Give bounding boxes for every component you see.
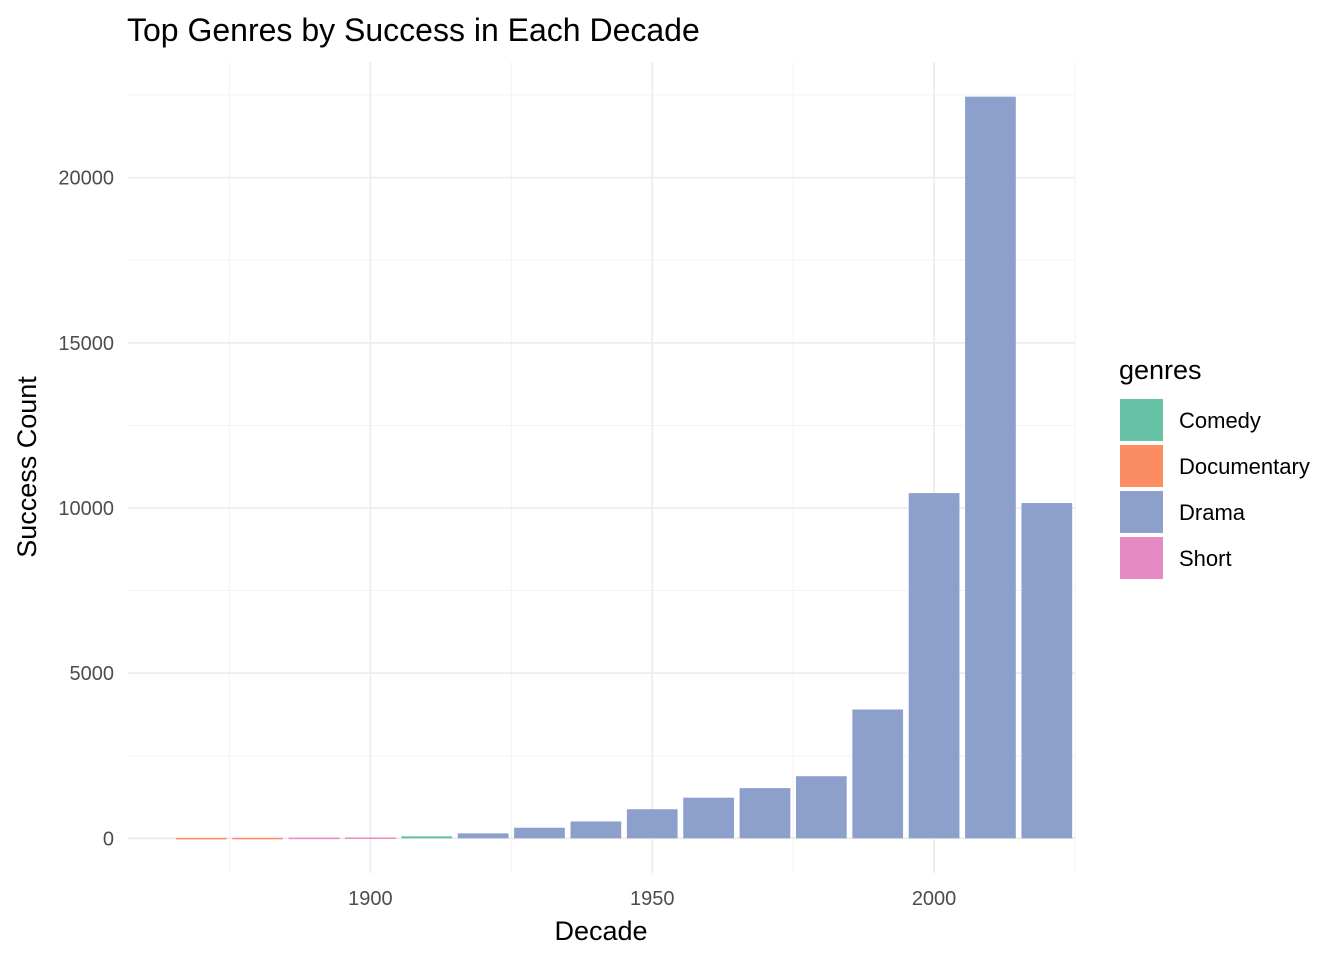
y-tick-label: 15000: [58, 333, 114, 355]
bar-1890-short: [288, 837, 340, 840]
bar-1940-drama: [570, 821, 622, 839]
y-axis-ticks: 0 5000 10000 15000 20000: [58, 168, 114, 851]
bar-2020-drama: [1021, 503, 1073, 839]
bar-1990-drama: [852, 709, 904, 839]
chart-title: Top Genres by Success in Each Decade: [127, 12, 700, 48]
gridlines: [128, 62, 1076, 873]
y-tick-label: 5000: [70, 663, 115, 685]
bar-1900-short: [345, 837, 396, 839]
y-tick-label: 0: [103, 828, 114, 850]
y-tick-label: 20000: [58, 168, 114, 190]
bar-1980-drama: [795, 776, 847, 839]
bar-1950-drama: [626, 809, 678, 839]
bar-2010-drama: [965, 96, 1016, 839]
legend-label-documentary: Documentary: [1179, 454, 1310, 479]
y-axis-title: Success Count: [12, 376, 42, 558]
legend-key-documentary: [1120, 445, 1163, 487]
legend-label-short: Short: [1179, 546, 1232, 571]
bar-1870-documentary: [175, 837, 227, 840]
x-tick-label: 1900: [348, 888, 393, 910]
bar-1920-drama: [457, 833, 509, 839]
bar-1880-documentary: [232, 837, 284, 840]
legend-key-drama: [1120, 491, 1163, 533]
y-tick-label: 10000: [58, 498, 114, 520]
x-tick-label: 1950: [630, 888, 675, 910]
x-axis-ticks: 1900 1950 2000: [348, 888, 956, 910]
x-tick-label: 2000: [912, 888, 957, 910]
bar-1930-drama: [514, 827, 565, 839]
legend-label-comedy: Comedy: [1179, 408, 1261, 433]
legend: genres Comedy Documentary Drama Short: [1119, 355, 1310, 579]
legend-key-short: [1120, 537, 1163, 579]
legend-title: genres: [1119, 355, 1202, 385]
legend-key-comedy: [1120, 399, 1163, 441]
bars: [175, 96, 1073, 840]
x-axis-title: Decade: [554, 916, 647, 946]
bar-1970-drama: [739, 788, 791, 839]
bar-1910-comedy: [401, 836, 453, 839]
legend-label-drama: Drama: [1179, 500, 1246, 525]
bar-2000-drama: [908, 493, 960, 839]
bar-1960-drama: [683, 797, 734, 839]
